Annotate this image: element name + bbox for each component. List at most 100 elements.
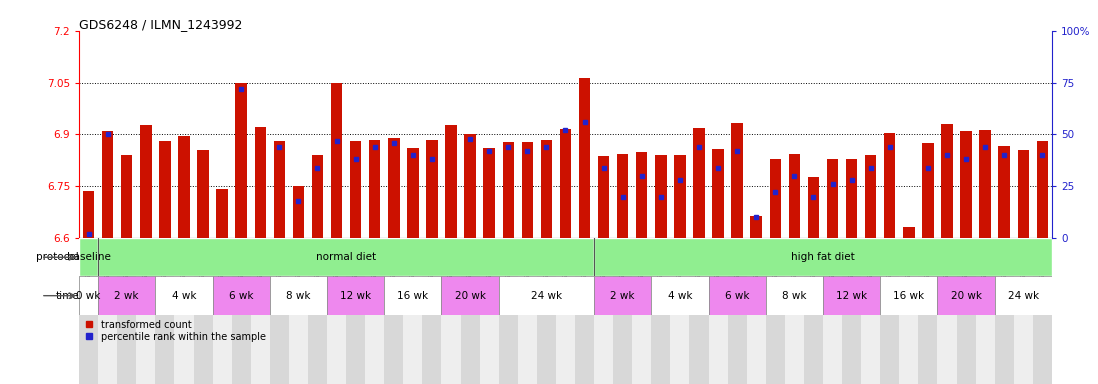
Bar (270, 238, 289, 384)
Text: 4 wk: 4 wk (171, 291, 197, 301)
Bar (881, 238, 899, 384)
Text: baseline: baseline (67, 252, 111, 262)
Bar (922, 143, 933, 238)
Bar (636, 152, 648, 238)
Bar (693, 128, 705, 238)
Bar (82, 191, 94, 238)
Bar (1037, 141, 1049, 238)
Bar (690, 238, 708, 384)
Text: 20 wk: 20 wk (951, 291, 982, 301)
Bar (918, 238, 938, 384)
Bar (842, 238, 861, 384)
Bar (98, 238, 594, 276)
Bar (273, 141, 285, 238)
Text: time: time (55, 291, 79, 301)
Text: 12 wk: 12 wk (340, 291, 371, 301)
Bar (193, 238, 213, 384)
Text: 12 wk: 12 wk (836, 291, 867, 301)
Text: 20 wk: 20 wk (455, 291, 485, 301)
Text: GDS6248 / ILMN_1243992: GDS6248 / ILMN_1243992 (79, 18, 243, 31)
Bar (713, 149, 724, 238)
Bar (441, 238, 460, 384)
Bar (250, 238, 270, 384)
Bar (98, 276, 155, 315)
Bar (808, 177, 819, 238)
Bar (198, 150, 209, 238)
Bar (327, 238, 346, 384)
Bar (861, 238, 881, 384)
Bar (307, 238, 327, 384)
Bar (121, 155, 133, 238)
Bar (232, 238, 250, 384)
Bar (785, 238, 804, 384)
Text: 4 wk: 4 wk (668, 291, 692, 301)
Bar (884, 132, 896, 238)
Bar (560, 129, 571, 238)
Bar (708, 238, 728, 384)
Bar (503, 142, 514, 238)
Bar (656, 155, 666, 238)
Bar (824, 276, 881, 315)
Bar (938, 276, 995, 315)
Text: 16 wk: 16 wk (894, 291, 925, 301)
Legend: transformed count, percentile rank within the sample: transformed count, percentile rank withi… (83, 320, 267, 342)
Bar (384, 238, 403, 384)
Bar (498, 238, 518, 384)
Bar (79, 276, 98, 315)
Bar (632, 238, 651, 384)
Bar (327, 276, 384, 315)
Bar (79, 238, 98, 276)
Bar (845, 159, 858, 238)
Bar (136, 238, 155, 384)
Bar (369, 139, 380, 238)
Bar (824, 238, 842, 384)
Bar (213, 276, 270, 315)
Text: protocol: protocol (36, 252, 79, 262)
Bar (155, 276, 213, 315)
Text: 2 wk: 2 wk (114, 291, 139, 301)
Bar (446, 125, 457, 238)
Bar (330, 83, 343, 238)
Bar (765, 276, 824, 315)
Bar (995, 276, 1052, 315)
Bar (255, 127, 266, 238)
Bar (613, 238, 632, 384)
Bar (899, 238, 918, 384)
Bar (728, 238, 747, 384)
Bar (159, 141, 170, 238)
Text: 6 wk: 6 wk (725, 291, 750, 301)
Bar (293, 186, 304, 238)
Bar (747, 238, 765, 384)
Bar (117, 238, 136, 384)
Bar (903, 227, 915, 238)
Bar (1013, 238, 1033, 384)
Bar (407, 147, 418, 238)
Bar (579, 78, 591, 238)
Bar (141, 125, 152, 238)
Bar (235, 83, 247, 238)
Bar (865, 155, 876, 238)
Bar (537, 238, 556, 384)
Bar (575, 238, 594, 384)
Bar (708, 276, 765, 315)
Bar (804, 238, 824, 384)
Text: 6 wk: 6 wk (229, 291, 254, 301)
Bar (483, 148, 495, 238)
Bar (671, 238, 690, 384)
Bar (460, 238, 480, 384)
Bar (384, 276, 441, 315)
Bar (938, 238, 956, 384)
Bar (441, 276, 498, 315)
Bar (651, 276, 708, 315)
Bar (956, 238, 976, 384)
Bar (289, 238, 307, 384)
Bar (998, 146, 1010, 238)
Text: 8 wk: 8 wk (287, 291, 311, 301)
Bar (518, 238, 537, 384)
Bar (995, 238, 1013, 384)
Text: 8 wk: 8 wk (782, 291, 807, 301)
Text: high fat diet: high fat diet (791, 252, 855, 262)
Bar (388, 138, 400, 238)
Bar (102, 131, 113, 238)
Bar (155, 238, 175, 384)
